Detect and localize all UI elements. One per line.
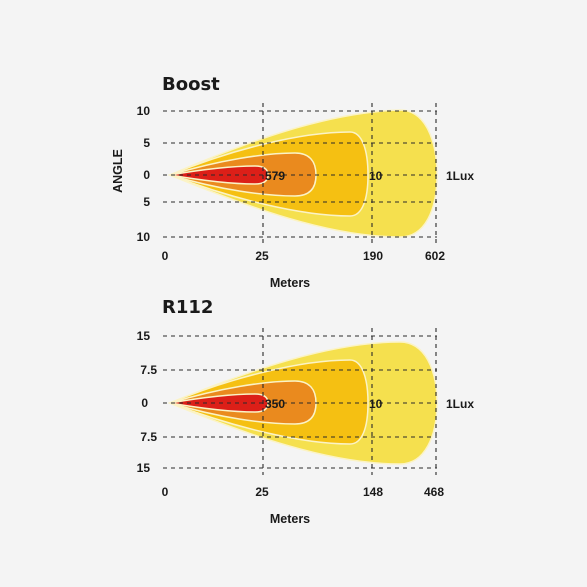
y-tick-label: 10 [137,230,151,244]
x-axis-label: Meters [270,276,310,290]
y-tick-label: 5 [143,195,150,209]
x-tick-label: 602 [425,249,445,263]
y-tick-label: 15 [137,461,151,475]
y-tick-label: 10 [137,104,151,118]
lux-label: 1Lux [446,169,474,183]
grid-lines [163,103,437,244]
x-tick-label: 0 [162,249,169,263]
chart-boost: Boost 10 5 0 5 10 ANGLE 0 25 [111,74,474,290]
y-axis-label: ANGLE [111,149,125,193]
y-tick-labels: 10 5 0 5 10 [137,104,151,244]
x-tick-label: 190 [363,249,383,263]
grid-lines [163,328,437,475]
y-tick-label: 0 [141,396,148,410]
y-tick-label: 5 [143,136,150,150]
x-axis-label: Meters [270,512,310,526]
x-tick-label: 148 [363,485,383,499]
beam-zones [167,109,438,238]
x-tick-label: 25 [255,249,269,263]
chart-title: Boost [162,74,220,95]
y-tick-label: 15 [137,329,151,343]
zone-value-label: 579 [265,169,285,183]
x-tick-labels: 0 25 190 602 [162,249,446,263]
chart-title: R112 [162,297,213,318]
lux-label: 1Lux [446,397,474,411]
y-tick-label: 7.5 [140,363,157,377]
y-tick-label: 0 [143,168,150,182]
y-tick-labels: 15 7.5 0 7.5 15 [137,329,158,475]
x-tick-label: 0 [162,485,169,499]
zone-value-label: 10 [369,397,383,411]
x-tick-labels: 0 25 148 468 [162,485,445,499]
x-tick-label: 25 [255,485,269,499]
y-tick-label: 7.5 [140,430,157,444]
x-tick-label: 468 [424,485,444,499]
zone-value-label: 10 [369,169,383,183]
zone-value-label: 350 [265,397,285,411]
chart-r112: R112 15 7.5 0 7.5 15 0 25 148 [137,297,475,526]
